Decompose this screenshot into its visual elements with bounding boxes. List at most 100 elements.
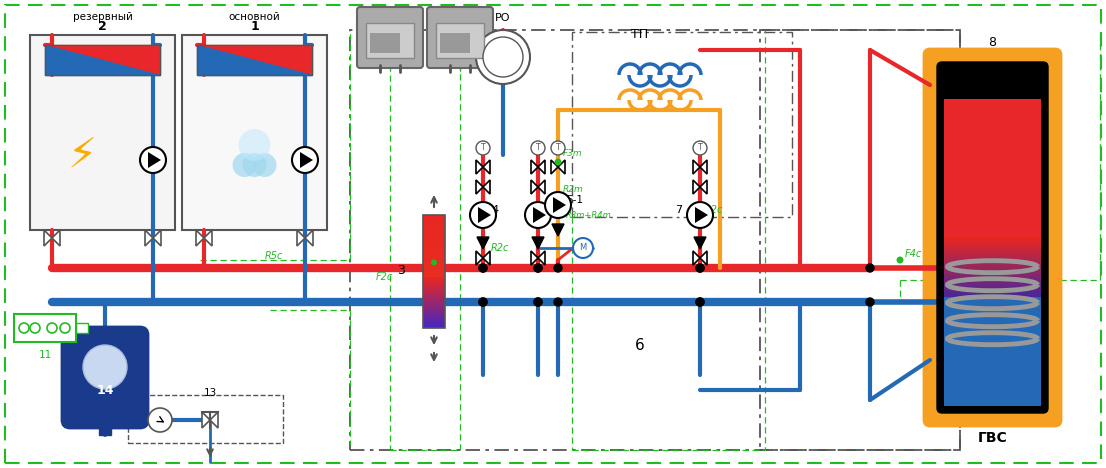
Circle shape [292, 147, 319, 173]
Polygon shape [693, 160, 700, 174]
Text: резервный: резервный [73, 12, 133, 22]
Polygon shape [476, 251, 483, 265]
Text: 8: 8 [989, 37, 997, 50]
Bar [422, 279, 445, 283]
Polygon shape [552, 224, 564, 236]
Polygon shape [533, 207, 546, 223]
Bar [945, 237, 1041, 240]
Polygon shape [52, 230, 60, 246]
Circle shape [554, 298, 562, 306]
Text: 5: 5 [543, 200, 550, 210]
Bar [436, 23, 484, 58]
Polygon shape [298, 230, 305, 246]
Polygon shape [477, 237, 489, 249]
Bar [422, 223, 445, 227]
Polygon shape [145, 230, 153, 246]
Bar [945, 305, 1041, 308]
Bar [422, 265, 445, 269]
Bar [422, 271, 445, 274]
Polygon shape [531, 180, 538, 194]
Bar [349, 30, 960, 450]
FancyBboxPatch shape [937, 62, 1048, 413]
Text: 2: 2 [98, 21, 107, 34]
Bar [945, 285, 1041, 289]
Bar [30, 35, 175, 230]
Polygon shape [531, 251, 538, 265]
Polygon shape [483, 180, 490, 194]
Bar [422, 296, 445, 300]
Bar [76, 323, 88, 333]
Circle shape [60, 323, 70, 333]
Bar [422, 263, 445, 266]
Text: РО: РО [495, 13, 511, 23]
Bar [422, 293, 445, 297]
Circle shape [693, 141, 707, 155]
Bar [422, 325, 445, 328]
Bar [422, 246, 445, 249]
Polygon shape [478, 207, 491, 223]
Text: 5-1: 5-1 [566, 195, 583, 205]
Polygon shape [700, 160, 707, 174]
Bar [366, 23, 414, 58]
Bar [945, 295, 1041, 298]
Polygon shape [197, 45, 312, 75]
Text: F4c: F4c [905, 249, 922, 259]
Bar [945, 269, 1041, 271]
Bar [422, 229, 445, 232]
Bar [945, 291, 1041, 293]
Bar [371, 33, 400, 53]
Text: R5c: R5c [264, 251, 283, 261]
Bar [422, 316, 445, 320]
Text: F3m: F3m [563, 149, 583, 159]
Circle shape [534, 264, 542, 272]
Bar [422, 282, 445, 285]
Bar [422, 308, 445, 311]
Circle shape [232, 153, 257, 177]
Polygon shape [45, 45, 160, 75]
Polygon shape [538, 180, 545, 194]
FancyBboxPatch shape [924, 49, 1061, 426]
FancyBboxPatch shape [62, 327, 148, 428]
Circle shape [534, 298, 542, 306]
Bar [422, 257, 445, 260]
Bar [945, 240, 1041, 242]
Bar [422, 299, 445, 303]
Polygon shape [538, 160, 545, 174]
Text: M: M [580, 243, 586, 253]
Bar [422, 305, 445, 308]
Circle shape [554, 159, 562, 166]
Bar [422, 311, 445, 314]
Polygon shape [700, 251, 707, 265]
Bar [422, 254, 445, 257]
Polygon shape [693, 180, 700, 194]
Circle shape [19, 323, 29, 333]
Circle shape [239, 129, 271, 161]
Text: ТП: ТП [632, 29, 648, 42]
Circle shape [696, 298, 705, 306]
Text: T: T [535, 144, 541, 153]
Bar [422, 226, 445, 229]
Bar [128, 395, 283, 443]
Bar [422, 214, 445, 218]
Bar [945, 271, 1041, 274]
Bar [422, 268, 445, 271]
Polygon shape [148, 152, 161, 168]
Bar [100, 420, 111, 435]
Polygon shape [483, 251, 490, 265]
Bar [572, 32, 792, 217]
Bar [945, 244, 1041, 247]
Circle shape [531, 141, 545, 155]
Bar [422, 220, 445, 224]
Circle shape [476, 30, 530, 84]
Bar [422, 314, 445, 317]
Bar [422, 217, 445, 220]
FancyBboxPatch shape [427, 7, 493, 68]
Bar [945, 288, 1041, 291]
Polygon shape [553, 197, 566, 213]
Text: T: T [698, 144, 702, 153]
Circle shape [687, 202, 713, 228]
Polygon shape [45, 45, 160, 75]
Circle shape [545, 192, 571, 218]
Circle shape [573, 238, 593, 258]
Bar [422, 285, 445, 288]
